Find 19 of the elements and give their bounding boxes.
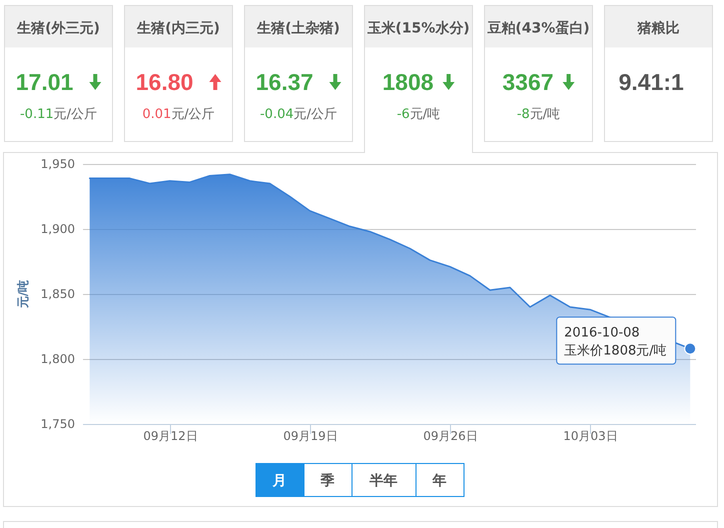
y-tick-label: 1,850 <box>40 287 75 301</box>
annotation: 2016-10-08 玉米价1808元/吨 <box>564 326 667 359</box>
text: 月 <box>272 473 286 489</box>
text: 季 <box>320 472 334 489</box>
toggle-button[interactable] <box>352 463 416 497</box>
text: 半年 <box>368 473 398 489</box>
y-tick-label: 1,900 <box>40 222 75 236</box>
y-tick-label: 1,800 <box>40 352 75 366</box>
x-tick-label: 09月19日 <box>283 429 338 443</box>
toggle-button[interactable] <box>416 463 464 497</box>
y-axis-title: 元/吨 <box>16 280 30 310</box>
x-tick-label: 09月26日 <box>423 429 478 443</box>
toggle-button[interactable] <box>304 463 352 497</box>
y-tick-label: 1,950 <box>40 157 75 171</box>
x-tick-label: 09月12日 <box>143 429 198 443</box>
y-tick-label: 1,750 <box>40 417 75 431</box>
text: 年 <box>432 473 446 489</box>
x-tick-label: 10月03日 <box>563 429 618 443</box>
toggle-button[interactable] <box>256 463 304 497</box>
